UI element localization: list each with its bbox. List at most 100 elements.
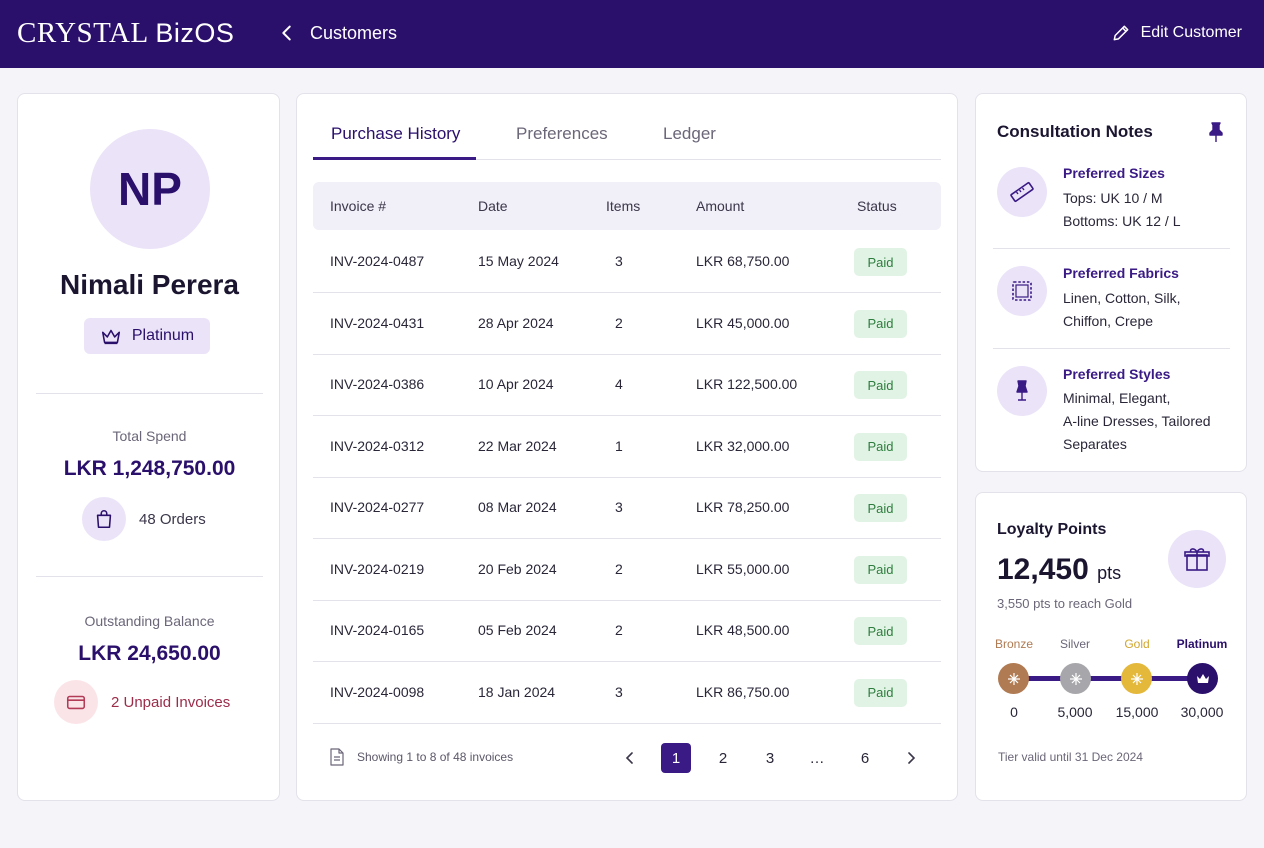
avatar: NP	[90, 129, 210, 249]
status-badge: Paid	[854, 248, 907, 276]
edit-customer-button[interactable]: Edit Customer	[1111, 23, 1242, 43]
tier-silver-label: Silver	[1059, 637, 1090, 651]
customer-name: Nimali Perera	[60, 269, 239, 300]
points-number: 12,450	[997, 553, 1089, 586]
tier-progress-line	[1014, 676, 1204, 681]
note-title-fabrics: Preferred Fabrics	[1063, 265, 1179, 281]
notes-title: Consultation Notes	[997, 122, 1153, 141]
note-text-sizes: Tops: UK 10 / M Bottoms: UK 12 / L	[1063, 187, 1233, 233]
bronze-tier-dot	[998, 663, 1029, 694]
table-row[interactable]: INV-2024-0165 05 Feb 2024 2 LKR 48,500.00 Pa…	[313, 601, 941, 662]
card-icon	[54, 680, 98, 724]
page-ellipsis: …	[809, 749, 825, 767]
tier-bronze-value: 0	[1010, 704, 1018, 720]
header-status[interactable]: Status	[857, 198, 897, 214]
cell-date: 15 May 2024	[478, 253, 559, 269]
status-badge: Paid	[854, 617, 907, 645]
tab-bar: Purchase History Preferences Ledger	[313, 94, 941, 160]
unpaid-invoices-link[interactable]: 2 Unpaid Invoices	[54, 680, 230, 724]
chevron-right-icon	[908, 752, 916, 764]
tab-purchase-history[interactable]: Purchase History	[331, 124, 461, 143]
bag-icon	[82, 497, 126, 541]
tab-preferences[interactable]: Preferences	[516, 124, 608, 143]
cell-items: 2	[615, 314, 623, 331]
cell-date: 05 Feb 2024	[478, 622, 557, 638]
status-badge: Paid	[854, 309, 907, 338]
cell-invoice: INV-2024-0165	[330, 622, 425, 638]
cell-items: 2	[615, 560, 623, 577]
fabric-icon	[997, 266, 1047, 316]
table-row[interactable]: INV-2024-0219 20 Feb 2024 2 LKR 55,000.00 Pa…	[313, 540, 941, 601]
table-row[interactable]: INV-2024-0277 08 Mar 2024 3 LKR 78,250.00 Pa…	[313, 478, 941, 539]
header-items[interactable]: Items	[606, 198, 641, 214]
orders-count: 48 Orders	[139, 510, 206, 528]
tab-ledger[interactable]: Ledger	[663, 124, 716, 143]
tier-bronze-label: Bronze	[994, 637, 1034, 651]
divider	[993, 248, 1230, 249]
note-line: Minimal, Elegant,	[1063, 390, 1171, 406]
table-header: Invoice # Date Items Amount Status	[313, 182, 941, 230]
status-badge: Paid	[854, 555, 907, 584]
cell-invoice: INV-2024-0431	[330, 314, 425, 331]
page-3-button[interactable]: 3	[765, 749, 775, 767]
table-row[interactable]: INV-2024-0098 18 Jan 2024 3 LKR 86,750.00 Pa…	[313, 663, 941, 724]
note-line: Chiffon, Crepe	[1063, 313, 1154, 329]
page-2-button[interactable]: 2	[718, 749, 728, 767]
note-line: A-line Dresses, Tailored	[1063, 413, 1211, 429]
page-6-button[interactable]: 6	[860, 749, 870, 767]
note-line: Bottoms: UK 12 / L	[1063, 213, 1181, 229]
cell-date: 22 Mar 2024	[478, 437, 557, 454]
orders-summary[interactable]: 48 Orders	[82, 497, 206, 541]
brand-name: CRYSTAL	[17, 17, 148, 49]
status-badge: Paid	[854, 678, 907, 707]
silver-tier-dot	[1060, 663, 1091, 694]
back-label: Customers	[310, 22, 398, 43]
tier-gold-value: 15,000	[1115, 704, 1159, 720]
tier-platinum-value: 30,000	[1180, 704, 1224, 720]
tier-gold-label: Gold	[1124, 637, 1150, 651]
table-row[interactable]: INV-2024-0312 22 Mar 2024 1 LKR 32,000.00 Pa…	[313, 417, 941, 478]
table-row[interactable]: INV-2024-0431 28 Apr 2024 2 LKR 45,000.00 Pa…	[313, 294, 941, 355]
cell-items: 3	[615, 499, 623, 515]
cell-items: 4	[615, 376, 623, 392]
note-title-sizes: Preferred Sizes	[1063, 165, 1165, 181]
sparkle-icon	[1007, 672, 1020, 685]
prev-page-button[interactable]	[615, 743, 645, 773]
ruler-icon	[997, 167, 1047, 217]
brand-suffix: BizOS	[155, 18, 235, 48]
note-text-styles: Minimal, Elegant, A-line Dresses, Tailor…	[1063, 387, 1233, 456]
total-spend-label: Total Spend	[112, 428, 187, 444]
divider	[36, 576, 263, 577]
header-amount[interactable]: Amount	[696, 198, 745, 214]
header-date[interactable]: Date	[478, 198, 508, 214]
consultation-notes-card: Consultation Notes Preferred Sizes Tops:…	[975, 93, 1247, 472]
cell-amount: LKR 68,750.00	[696, 253, 790, 269]
chevron-left-icon	[625, 752, 633, 764]
page-1-button[interactable]: 1	[661, 743, 691, 773]
points-to-next-tier: 3,550 pts to reach Gold	[997, 596, 1133, 611]
back-to-customers-button[interactable]: Customers	[276, 22, 397, 44]
outstanding-value: LKR 24,650.00	[78, 642, 221, 665]
dress-form-icon	[997, 366, 1047, 416]
table-row[interactable]: INV-2024-0487 15 May 2024 3 LKR 68,750.00 Pa…	[313, 232, 941, 293]
cell-invoice: INV-2024-0312	[330, 437, 425, 454]
tier-platinum-label: Platinum	[1176, 637, 1228, 651]
active-tab-indicator	[313, 157, 476, 160]
gold-tier-dot	[1121, 663, 1152, 694]
cell-amount: LKR 45,000.00	[696, 314, 790, 331]
table-row[interactable]: INV-2024-0386 10 Apr 2024 4 LKR 122,500.00 P…	[313, 355, 941, 416]
cell-amount: LKR 78,250.00	[696, 499, 790, 515]
divider	[993, 348, 1230, 349]
sparkle-icon	[1069, 672, 1082, 685]
pin-icon[interactable]	[1206, 121, 1226, 143]
tier-valid-until: Tier valid until 31 Dec 2024	[998, 750, 1143, 764]
next-page-button[interactable]	[896, 743, 926, 773]
header-invoice[interactable]: Invoice #	[330, 198, 387, 214]
tier-badge: Platinum	[84, 318, 210, 354]
cell-amount: LKR 55,000.00	[696, 560, 790, 577]
unpaid-invoices-label: 2 Unpaid Invoices	[111, 693, 231, 711]
status-badge: Paid	[854, 494, 907, 522]
cell-date: 10 Apr 2024	[478, 376, 554, 392]
outstanding-label: Outstanding Balance	[84, 613, 215, 629]
cell-invoice: INV-2024-0386	[330, 376, 425, 392]
